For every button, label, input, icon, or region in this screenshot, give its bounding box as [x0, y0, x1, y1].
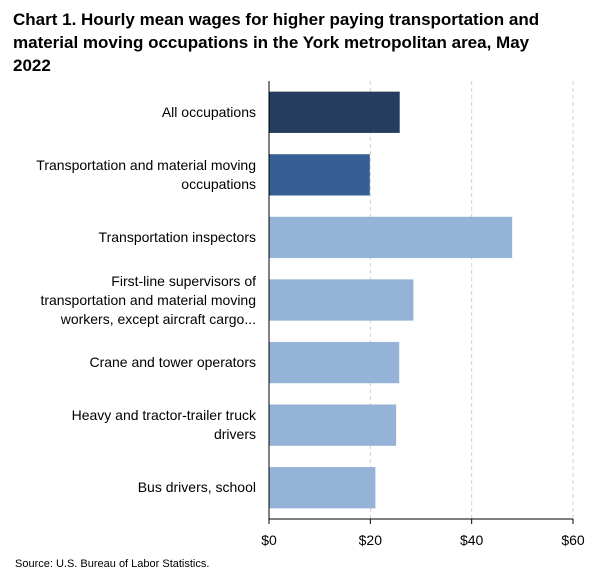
- category-label-line: occupations: [181, 175, 256, 192]
- category-label-line: Transportation and material moving: [36, 156, 256, 173]
- bar: [269, 91, 400, 133]
- category-label: All occupations: [0, 103, 256, 122]
- category-label: First-line supervisors of transportation …: [0, 272, 256, 329]
- category-label-line: First-line supervisors of: [111, 272, 256, 289]
- category-label-line: Heavy and tractor-trailer truck: [71, 407, 256, 424]
- category-label-line: Crane and tower operators: [89, 354, 256, 371]
- category-label-line: transportation and material moving: [40, 291, 256, 308]
- bar: [269, 467, 376, 509]
- category-label: Transportation inspectors: [0, 228, 256, 247]
- chart-title-line: 2022: [13, 56, 51, 75]
- bar: [269, 404, 397, 446]
- chart-title-line: material moving occupations in the York …: [13, 33, 530, 52]
- source-note: Source: U.S. Bureau of Labor Statistics.: [15, 558, 210, 570]
- x-tick-label: $60: [561, 532, 585, 548]
- x-tick-label: $40: [459, 532, 484, 548]
- x-tick-label: $0: [261, 532, 277, 548]
- bar: [269, 279, 414, 321]
- category-label-line: workers, except aircraft cargo...: [60, 310, 256, 327]
- category-label-line: drivers: [213, 426, 256, 443]
- chart-title-line: Chart 1. Hourly mean wages for higher pa…: [13, 10, 540, 29]
- category-label-line: Bus drivers, school: [137, 479, 256, 496]
- chart-title: Chart 1. Hourly mean wages for higher pa…: [13, 8, 583, 77]
- category-label-line: Transportation inspectors: [98, 228, 256, 245]
- bar: [269, 154, 370, 196]
- category-label: Transportation and material moving occupa…: [0, 156, 256, 194]
- category-label: Crane and tower operators: [0, 353, 256, 372]
- x-tick-label: $20: [358, 532, 382, 548]
- category-label: Heavy and tractor-trailer truck drivers: [0, 406, 256, 444]
- category-label: Bus drivers, school: [0, 478, 256, 497]
- bar: [269, 341, 400, 384]
- bar: [269, 216, 513, 259]
- category-label-line: All occupations: [161, 103, 256, 120]
